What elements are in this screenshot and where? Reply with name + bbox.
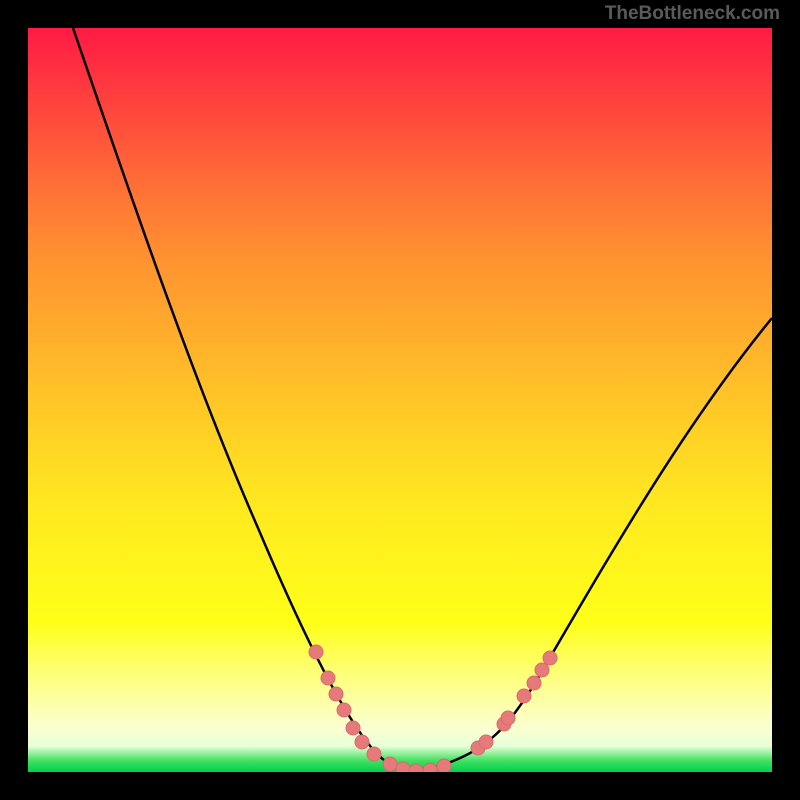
data-marker: [501, 711, 515, 725]
data-marker: [517, 689, 531, 703]
marker-group: [309, 645, 557, 772]
data-marker: [423, 763, 437, 772]
data-marker: [409, 764, 423, 772]
data-marker: [437, 759, 451, 772]
data-marker: [543, 651, 557, 665]
data-marker: [367, 747, 381, 761]
data-marker: [479, 735, 493, 749]
data-marker: [321, 671, 335, 685]
data-marker: [535, 663, 549, 677]
data-marker: [383, 757, 397, 771]
bottleneck-curve: [73, 28, 772, 769]
data-marker: [396, 762, 410, 772]
chart-svg: [28, 28, 772, 772]
plot-area: [28, 28, 772, 772]
watermark-text: TheBottleneck.com: [605, 3, 780, 25]
data-marker: [309, 645, 323, 659]
data-marker: [527, 676, 541, 690]
data-marker: [329, 687, 343, 701]
data-marker: [337, 703, 351, 717]
data-marker: [355, 735, 369, 749]
data-marker: [346, 721, 360, 735]
